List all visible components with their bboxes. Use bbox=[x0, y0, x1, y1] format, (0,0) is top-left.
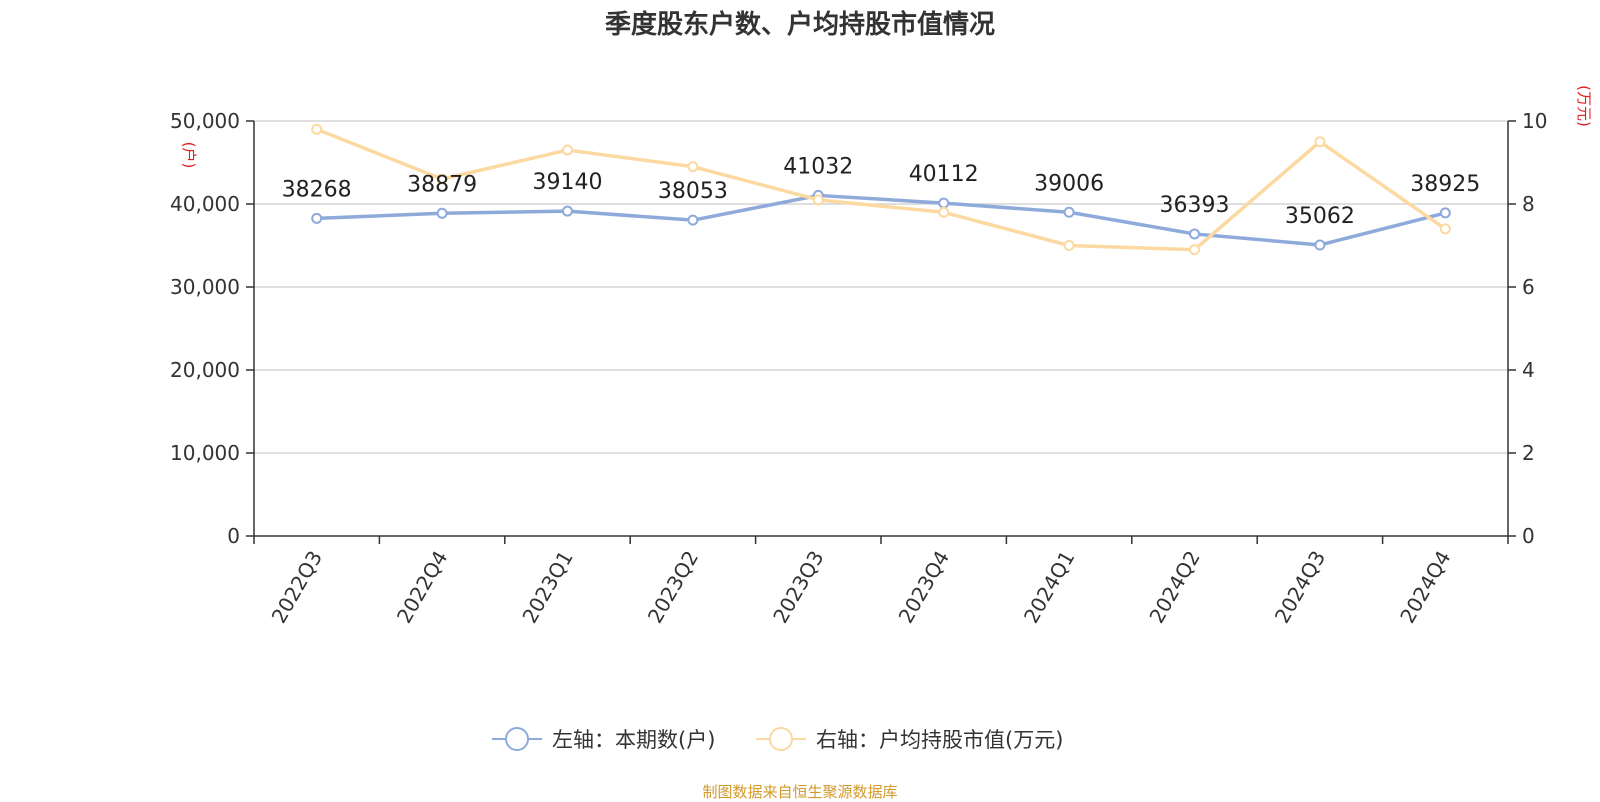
right-tick-label: 0 bbox=[1522, 524, 1535, 548]
data-label: 39140 bbox=[533, 170, 603, 195]
data-point-left[interactable] bbox=[1314, 239, 1326, 251]
left-axis-unit: (户) bbox=[180, 142, 198, 169]
data-label: 41032 bbox=[783, 154, 853, 179]
data-point-left[interactable] bbox=[1063, 206, 1075, 218]
series-line-right bbox=[316, 127, 1447, 252]
legend-swatch-marker[interactable] bbox=[505, 727, 529, 751]
data-point-left[interactable] bbox=[1439, 207, 1451, 219]
data-point-right[interactable] bbox=[687, 161, 699, 173]
x-tick-label: 2022Q4 bbox=[392, 547, 452, 628]
axis-layer: 0 10,000 20,000 30,000 40,000 50,000 0 2 4 6 8 10 20… bbox=[170, 85, 1593, 627]
left-tick-label: 0 bbox=[227, 524, 240, 548]
right-axis-unit: (万元) bbox=[1575, 85, 1593, 127]
series-line-left bbox=[316, 193, 1446, 247]
data-label: 38879 bbox=[407, 172, 477, 197]
right-tick-label: 10 bbox=[1522, 109, 1547, 133]
data-point-left[interactable] bbox=[687, 214, 699, 226]
data-label: 39006 bbox=[1034, 171, 1104, 196]
chart-title: 季度股东户数、户均持股市值情况 bbox=[604, 10, 995, 40]
data-point-left[interactable] bbox=[562, 205, 573, 217]
data-point-right[interactable] bbox=[1063, 240, 1075, 251]
data-point-right[interactable] bbox=[812, 194, 824, 206]
legend-swatch-marker[interactable] bbox=[769, 727, 793, 751]
series-layer bbox=[311, 123, 1451, 256]
data-point-right[interactable] bbox=[1439, 223, 1451, 235]
data-point-left[interactable] bbox=[1189, 228, 1200, 240]
right-tick-label: 8 bbox=[1522, 192, 1535, 216]
x-tick-label: 2023Q4 bbox=[894, 546, 954, 627]
data-point-right[interactable] bbox=[311, 123, 323, 135]
data-point-left[interactable] bbox=[938, 197, 950, 209]
data-label: 38053 bbox=[658, 179, 728, 204]
data-point-left[interactable] bbox=[436, 207, 448, 219]
data-point-right[interactable] bbox=[938, 206, 950, 218]
legend-label[interactable]: 左轴：本期数(户) bbox=[552, 728, 715, 752]
label-layer: 38268 38879 39140 38053 41032 40112 39006 36393… bbox=[282, 154, 1481, 229]
x-tick-label: 2023Q3 bbox=[768, 547, 828, 628]
data-label: 38925 bbox=[1410, 172, 1480, 197]
data-label: 38268 bbox=[282, 177, 352, 202]
right-tick-label: 6 bbox=[1522, 275, 1535, 299]
data-point-right[interactable] bbox=[562, 144, 573, 156]
data-point-right[interactable] bbox=[436, 173, 448, 185]
left-tick-label: 40,000 bbox=[170, 192, 240, 216]
x-tick-label: 2024Q1 bbox=[1019, 547, 1079, 628]
x-tick-label: 2024Q2 bbox=[1144, 547, 1204, 628]
left-tick-label: 30,000 bbox=[170, 275, 240, 299]
left-tick-label: 20,000 bbox=[170, 358, 240, 382]
right-tick-label: 4 bbox=[1522, 358, 1535, 382]
source-note: 制图数据来自恒生聚源数据库 bbox=[702, 783, 898, 801]
data-label: 40112 bbox=[909, 162, 979, 187]
x-tick-label: 2023Q2 bbox=[643, 547, 703, 628]
legend: 左轴：本期数(户) 右轴：户均持股市值(万元) bbox=[492, 727, 1063, 752]
data-point-left[interactable] bbox=[311, 212, 323, 224]
x-tick-label: 2024Q4 bbox=[1395, 547, 1455, 628]
x-tick-label: 2024Q3 bbox=[1270, 547, 1330, 628]
left-tick-label: 50,000 bbox=[170, 109, 240, 133]
data-label: 35062 bbox=[1285, 204, 1355, 229]
data-point-right[interactable] bbox=[1314, 136, 1326, 148]
data-label: 36393 bbox=[1160, 193, 1230, 218]
x-tick-label: 2022Q3 bbox=[267, 547, 327, 628]
data-point-right[interactable] bbox=[1189, 244, 1200, 256]
right-tick-label: 2 bbox=[1522, 441, 1535, 465]
left-tick-label: 10,000 bbox=[170, 441, 240, 465]
legend-label[interactable]: 右轴：户均持股市值(万元) bbox=[816, 728, 1063, 752]
grid-layer bbox=[254, 120, 1508, 454]
x-tick-label: 2023Q1 bbox=[517, 547, 577, 628]
